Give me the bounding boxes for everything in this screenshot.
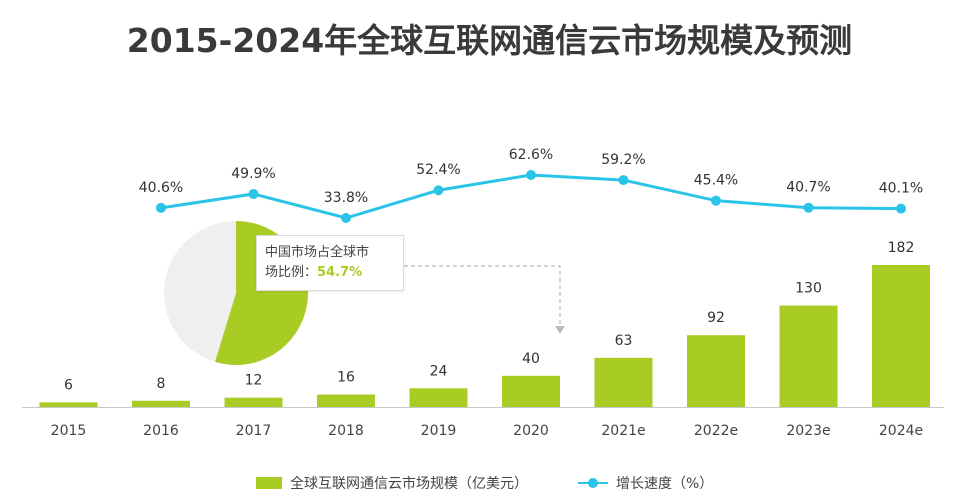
bar-2019 xyxy=(409,388,468,407)
legend: 全球互联网通信云市场规模（亿美元） 增长速度（%） xyxy=(0,472,979,494)
x-tick-label: 2020 xyxy=(513,423,549,439)
growth-value-label: 40.6% xyxy=(139,180,183,196)
bar-value-label: 24 xyxy=(430,363,448,379)
growth-point-2016 xyxy=(156,202,166,213)
growth-value-label: 52.4% xyxy=(416,162,460,178)
pie-callout-line2: 场比例： xyxy=(265,265,318,280)
growth-value-label: 40.7% xyxy=(786,180,830,196)
growth-point-2022e xyxy=(711,195,721,206)
bar-value-label: 6 xyxy=(64,377,73,393)
x-tick-label: 2017 xyxy=(236,423,272,439)
growth-value-label: 59.2% xyxy=(601,152,645,168)
growth-value-label: 45.4% xyxy=(694,173,738,189)
bar-value-label: 8 xyxy=(157,376,166,392)
x-tick-label: 2024e xyxy=(879,423,923,439)
legend-line-label: 增长速度（%） xyxy=(616,476,714,492)
growth-value-label: 62.6% xyxy=(509,147,553,163)
growth-point-2018 xyxy=(341,213,351,223)
growth-point-2020 xyxy=(526,170,536,180)
bar-2018 xyxy=(317,394,375,407)
bar-2021e xyxy=(594,357,653,407)
legend-bar-label: 全球互联网通信云市场规模（亿美元） xyxy=(290,476,528,492)
legend-bar-swatch xyxy=(256,477,282,489)
growth-value-label: 49.9% xyxy=(231,166,275,182)
bar-2023e xyxy=(779,305,838,407)
growth-point-2021e xyxy=(618,175,629,186)
bar-value-label: 12 xyxy=(245,373,263,389)
pie-callout: 中国市场占全球市 场比例：54.7% xyxy=(256,235,404,291)
bar-value-label: 182 xyxy=(888,240,915,256)
bar-value-label: 130 xyxy=(795,281,822,297)
callout-dashed-line xyxy=(404,265,561,326)
x-tick-label: 2022e xyxy=(694,423,738,439)
callout-arrow xyxy=(404,265,565,334)
growth-line-series: 40.6% 49.9% 33.8% 52.4% 62.6% 59.2% 45.4% 40.7%… xyxy=(139,147,923,223)
legend-item-bar: 全球互联网通信云市场规模（亿美元） xyxy=(256,472,528,494)
bar-2024e xyxy=(872,265,930,407)
chart-title: 2015-2024年全球互联网通信云市场规模及预测 xyxy=(126,21,853,60)
x-tick-label: 2021e xyxy=(601,423,645,439)
callout-arrowhead xyxy=(555,326,565,334)
pie-callout-line1: 中国市场占全球市 xyxy=(265,245,370,260)
bar-2022e xyxy=(687,335,745,407)
bar-2020 xyxy=(502,375,560,407)
bar-2015 xyxy=(39,402,98,407)
x-tick-label: 2018 xyxy=(328,423,364,439)
bar-2016 xyxy=(132,400,190,407)
growth-value-label: 33.8% xyxy=(324,190,368,206)
x-tick-label: 2016 xyxy=(143,423,179,439)
x-tick-label: 2023e xyxy=(786,423,830,439)
legend-item-line: 增长速度（%） xyxy=(578,472,713,494)
growth-point-2017 xyxy=(248,188,259,199)
bar-series: 6 8 12 16 24 40 63 92 130 182 xyxy=(39,240,930,407)
growth-value-label: 40.1% xyxy=(879,181,923,197)
bar-value-label: 16 xyxy=(337,370,355,386)
pie-callout-value: 54.7% xyxy=(317,265,363,280)
x-tick-label: 2019 xyxy=(421,423,457,439)
bar-value-label: 40 xyxy=(522,351,540,367)
growth-point-2023e xyxy=(803,202,814,213)
growth-point-2024e xyxy=(896,203,906,214)
bar-value-label: 63 xyxy=(615,333,633,349)
x-axis-ticks: 2015 2016 2017 2018 2019 2020 2021e 2022e 2023e 2… xyxy=(51,423,923,439)
legend-line-swatch xyxy=(578,477,608,489)
bar-2017 xyxy=(224,397,283,407)
x-tick-label: 2015 xyxy=(51,423,87,439)
growth-point-2019 xyxy=(433,185,444,196)
bar-value-label: 92 xyxy=(707,310,725,326)
